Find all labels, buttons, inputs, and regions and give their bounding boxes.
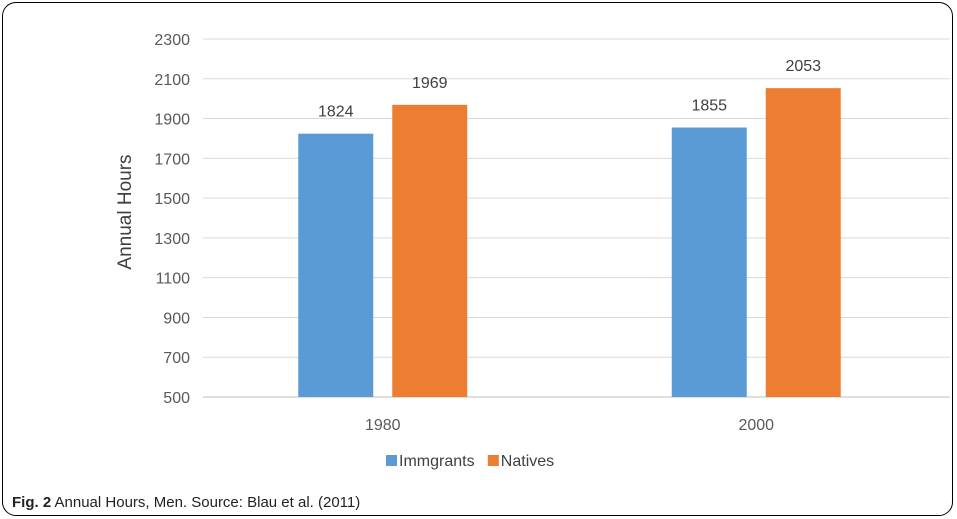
- x-tick-label: 1980: [365, 417, 401, 434]
- figure-caption: Fig. 2 Annual Hours, Men. Source: Blau e…: [12, 494, 360, 511]
- y-tick-label: 2300: [154, 32, 190, 49]
- bar-immgrants-2000: [671, 127, 747, 397]
- data-label: 1969: [412, 75, 448, 92]
- y-tick-label: 700: [163, 350, 190, 367]
- y-tick-label: 900: [163, 310, 190, 327]
- bar-natives-1980: [392, 104, 468, 398]
- legend-swatch-natives: [487, 455, 499, 466]
- bar-immgrants-1980: [298, 133, 374, 397]
- data-label: 1855: [691, 98, 727, 115]
- data-label: 1824: [318, 104, 354, 121]
- x-axis-ticks: 1980 2000: [365, 417, 774, 434]
- y-tick-label: 2100: [154, 72, 190, 89]
- legend-label-immgrants: Immgrants: [399, 453, 475, 470]
- bars: [298, 88, 841, 398]
- bar-natives-2000: [765, 88, 841, 398]
- y-tick-label: 1500: [154, 191, 190, 208]
- y-tick-label: 1100: [156, 271, 191, 288]
- caption-prefix: Fig. 2: [12, 494, 52, 511]
- x-tick-label: 2000: [738, 417, 774, 434]
- legend-label-natives: Natives: [501, 453, 554, 470]
- y-tick-label: 500: [163, 390, 190, 407]
- y-tick-label: 1300: [154, 231, 190, 248]
- data-label: 2053: [785, 58, 821, 75]
- y-tick-label: 1900: [154, 112, 190, 129]
- legend: Immgrants Natives: [386, 453, 554, 470]
- y-axis-label: Annual Hours: [115, 154, 136, 269]
- caption-text: Annual Hours, Men. Source: Blau et al. (…: [54, 494, 361, 511]
- y-tick-label: 1700: [154, 151, 190, 168]
- data-labels: 1824 1969 1855 2053: [318, 58, 821, 121]
- y-axis-ticks: 500 700 900 1100 1300 1500 1700 1900 2100 2300: [154, 32, 190, 407]
- legend-swatch-immgrants: [386, 455, 397, 466]
